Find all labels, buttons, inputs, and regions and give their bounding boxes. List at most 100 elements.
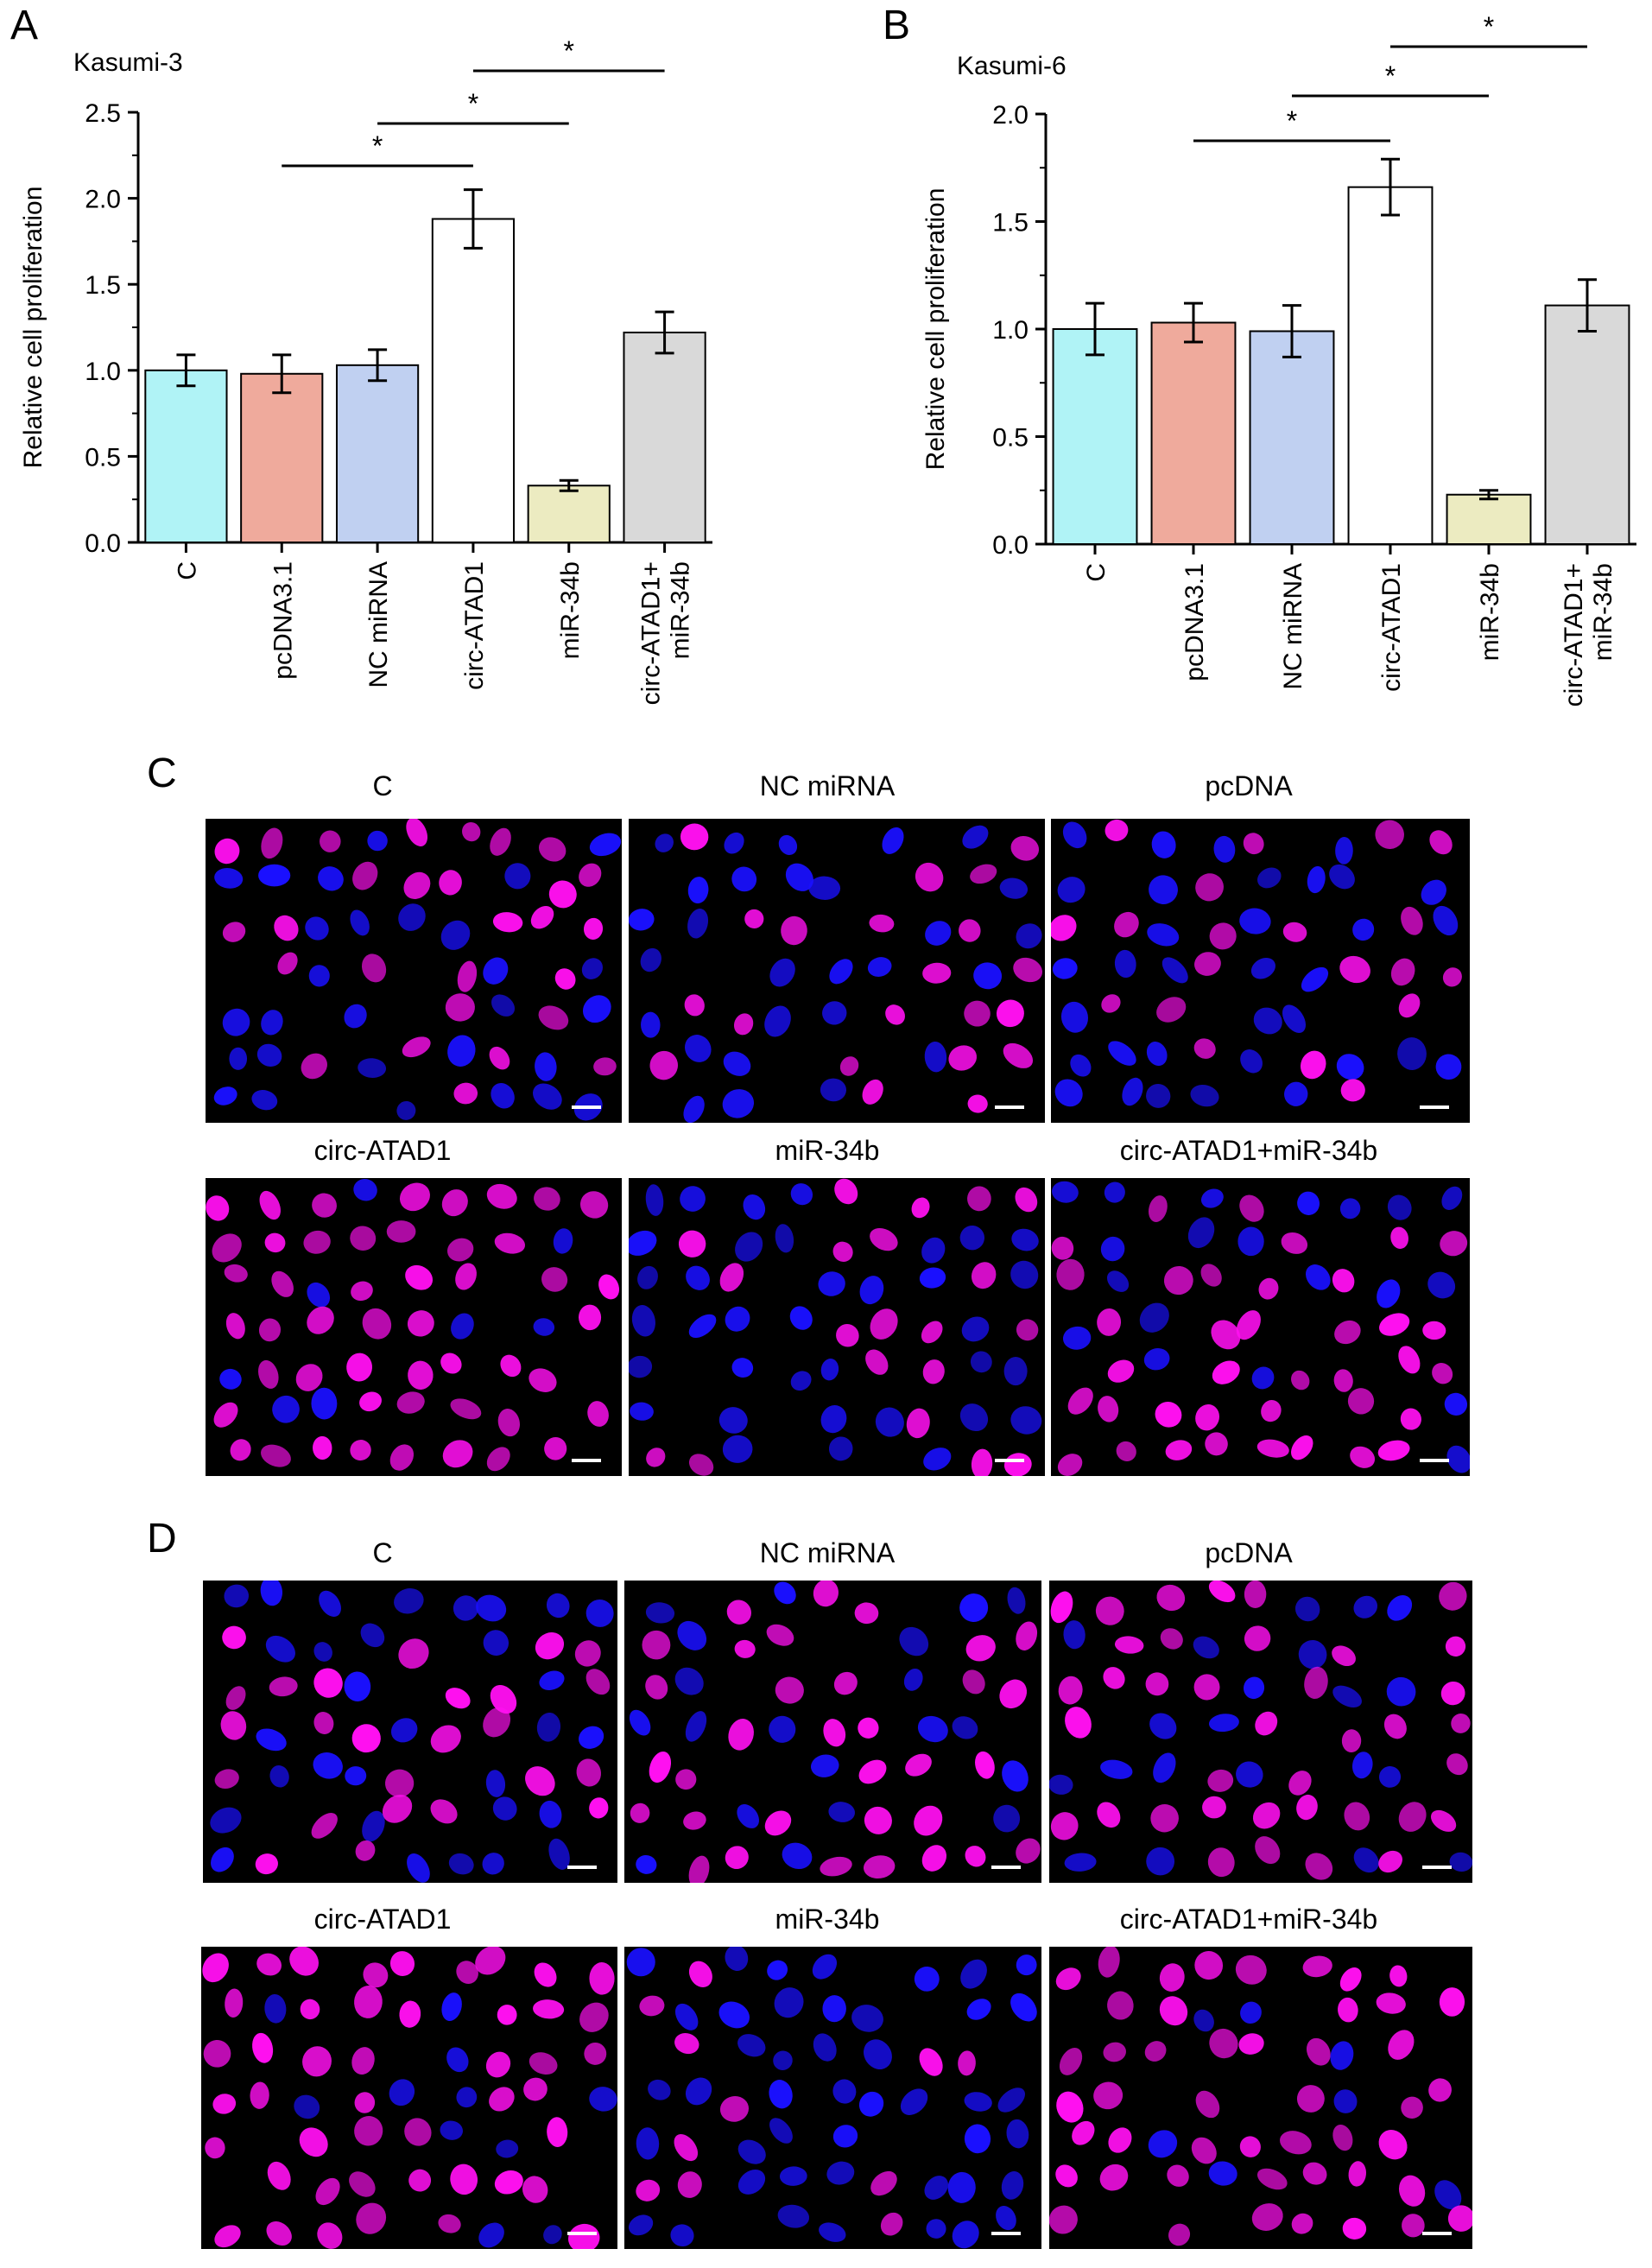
nucleus-magenta: [1057, 1454, 1083, 1476]
x-tick-label: pcDNA3.1: [1180, 563, 1209, 681]
nucleus-magenta: [1390, 1226, 1408, 1249]
nucleus-blue: [533, 1318, 555, 1336]
nucleus-magenta: [399, 1182, 430, 1212]
nucleus-magenta: [313, 1712, 334, 1734]
micrograph-d-1: [203, 1581, 617, 1883]
nucleus-magenta: [457, 960, 478, 992]
nucleus-magenta: [1244, 1625, 1271, 1651]
nucleus-magenta: [354, 2092, 376, 2113]
nucleus-blue: [1244, 1676, 1265, 1700]
nucleus-magenta: [206, 1195, 230, 1221]
scale-bar: [1420, 1105, 1449, 1109]
nucleus-magenta: [351, 1281, 373, 1302]
nucleus-blue: [637, 1265, 658, 1289]
nucleus-magenta: [870, 2170, 897, 2196]
nucleus-blue: [548, 1838, 570, 1870]
nucleus-magenta: [1402, 2214, 1425, 2238]
bar-1: [1052, 328, 1138, 545]
nucleus-blue: [997, 2087, 1025, 2113]
nucleus-magenta: [389, 1951, 415, 1976]
nucleus-magenta: [534, 1962, 557, 1987]
nucleus-magenta: [869, 914, 895, 933]
bar-6: [623, 331, 706, 544]
nucleus-magenta: [441, 1189, 468, 1217]
panel-label-a: A: [10, 3, 39, 48]
nucleus-blue: [684, 1035, 712, 1062]
nucleus-magenta: [525, 1766, 555, 1796]
nucleus-magenta: [1339, 1967, 1362, 1992]
nucleus-magenta: [313, 1668, 343, 1698]
nucleus-blue: [1333, 2089, 1358, 2113]
nucleus-magenta: [1193, 1038, 1216, 1059]
nucleus-blue: [769, 2118, 793, 2144]
micrograph-title-d-2: NC miRNA: [759, 1537, 896, 1568]
nucleus-magenta: [269, 1676, 298, 1697]
nucleus-blue: [722, 1435, 753, 1463]
nucleus-blue: [961, 1316, 990, 1342]
nucleus-magenta: [1296, 1794, 1318, 1821]
nucleus-blue: [683, 1095, 705, 1123]
nucleus-magenta: [361, 953, 387, 983]
nucleus-magenta: [1378, 1850, 1402, 1873]
nucleus-blue: [229, 1047, 248, 1070]
nucleus-blue: [440, 2120, 463, 2140]
nucleus-magenta: [1258, 1277, 1279, 1300]
nucleus-magenta: [964, 1000, 991, 1027]
nucleus-magenta: [1239, 1194, 1264, 1222]
nucleus-blue: [224, 1584, 250, 1608]
nucleus-blue: [1386, 1676, 1416, 1707]
nucleus-magenta: [725, 1846, 749, 1870]
nucleus-blue: [737, 2139, 766, 2164]
nucleus-magenta: [354, 1985, 383, 2018]
nucleus-blue: [211, 1847, 234, 1872]
nucleus-blue: [358, 1058, 387, 1078]
nucleus-magenta: [1304, 1666, 1328, 1700]
nucleus-magenta: [967, 1094, 988, 1113]
nucleus-magenta: [225, 1988, 244, 2018]
nucleus-blue: [319, 1590, 341, 1617]
scale-bar: [995, 1105, 1024, 1109]
nucleus-blue: [1146, 1084, 1171, 1108]
nucleus-blue: [808, 876, 841, 900]
nucleus-magenta: [402, 1036, 431, 1058]
nucleus-blue: [453, 1595, 478, 1621]
y-tick-label: 0.5: [85, 443, 121, 472]
nucleus-magenta: [1383, 1714, 1407, 1739]
nucleus-blue: [778, 834, 798, 855]
nucleus-magenta: [675, 1769, 697, 1790]
nucleus-magenta: [1108, 2127, 1132, 2153]
bar-2: [1150, 321, 1237, 545]
nucleus-magenta: [1099, 2163, 1129, 2191]
nucleus-magenta: [880, 2212, 903, 2236]
nucleus-magenta: [302, 2046, 332, 2077]
nucleus-magenta: [408, 1360, 434, 1390]
micrograph-c-1: [206, 819, 622, 1123]
nucleus-magenta: [683, 1811, 706, 1830]
nucleus-magenta: [212, 1233, 242, 1263]
nucleus-blue: [724, 832, 744, 854]
nucleus-blue: [1253, 1007, 1282, 1035]
nucleus-blue: [864, 2039, 892, 2069]
nucleus-magenta: [405, 1264, 434, 1290]
nucleus-magenta: [688, 1961, 712, 1988]
nucleus-magenta: [230, 1439, 251, 1461]
micrograph-d-3: [1049, 1581, 1472, 1883]
nucleus-blue: [959, 1593, 989, 1622]
nucleus-blue: [581, 958, 603, 979]
nucleus-magenta: [350, 1226, 377, 1251]
nucleus-blue: [737, 1804, 760, 1828]
nucleus-magenta: [576, 1758, 601, 1787]
nucleus-magenta: [914, 1805, 943, 1836]
nucleus-blue: [539, 1670, 565, 1691]
micrograph-c-5: [629, 1178, 1045, 1476]
nucleus-magenta: [583, 917, 604, 940]
nucleus-blue: [685, 1711, 707, 1742]
nucleus-blue: [964, 2092, 992, 2112]
nucleus-magenta: [1058, 1676, 1083, 1705]
nucleus-magenta: [1445, 1636, 1466, 1657]
nucleus-blue: [1353, 1595, 1378, 1619]
nucleus-blue: [318, 866, 344, 891]
nucleus-magenta: [865, 1349, 889, 1375]
nucleus-blue: [1001, 2171, 1024, 2200]
nucleus-blue: [350, 909, 370, 936]
